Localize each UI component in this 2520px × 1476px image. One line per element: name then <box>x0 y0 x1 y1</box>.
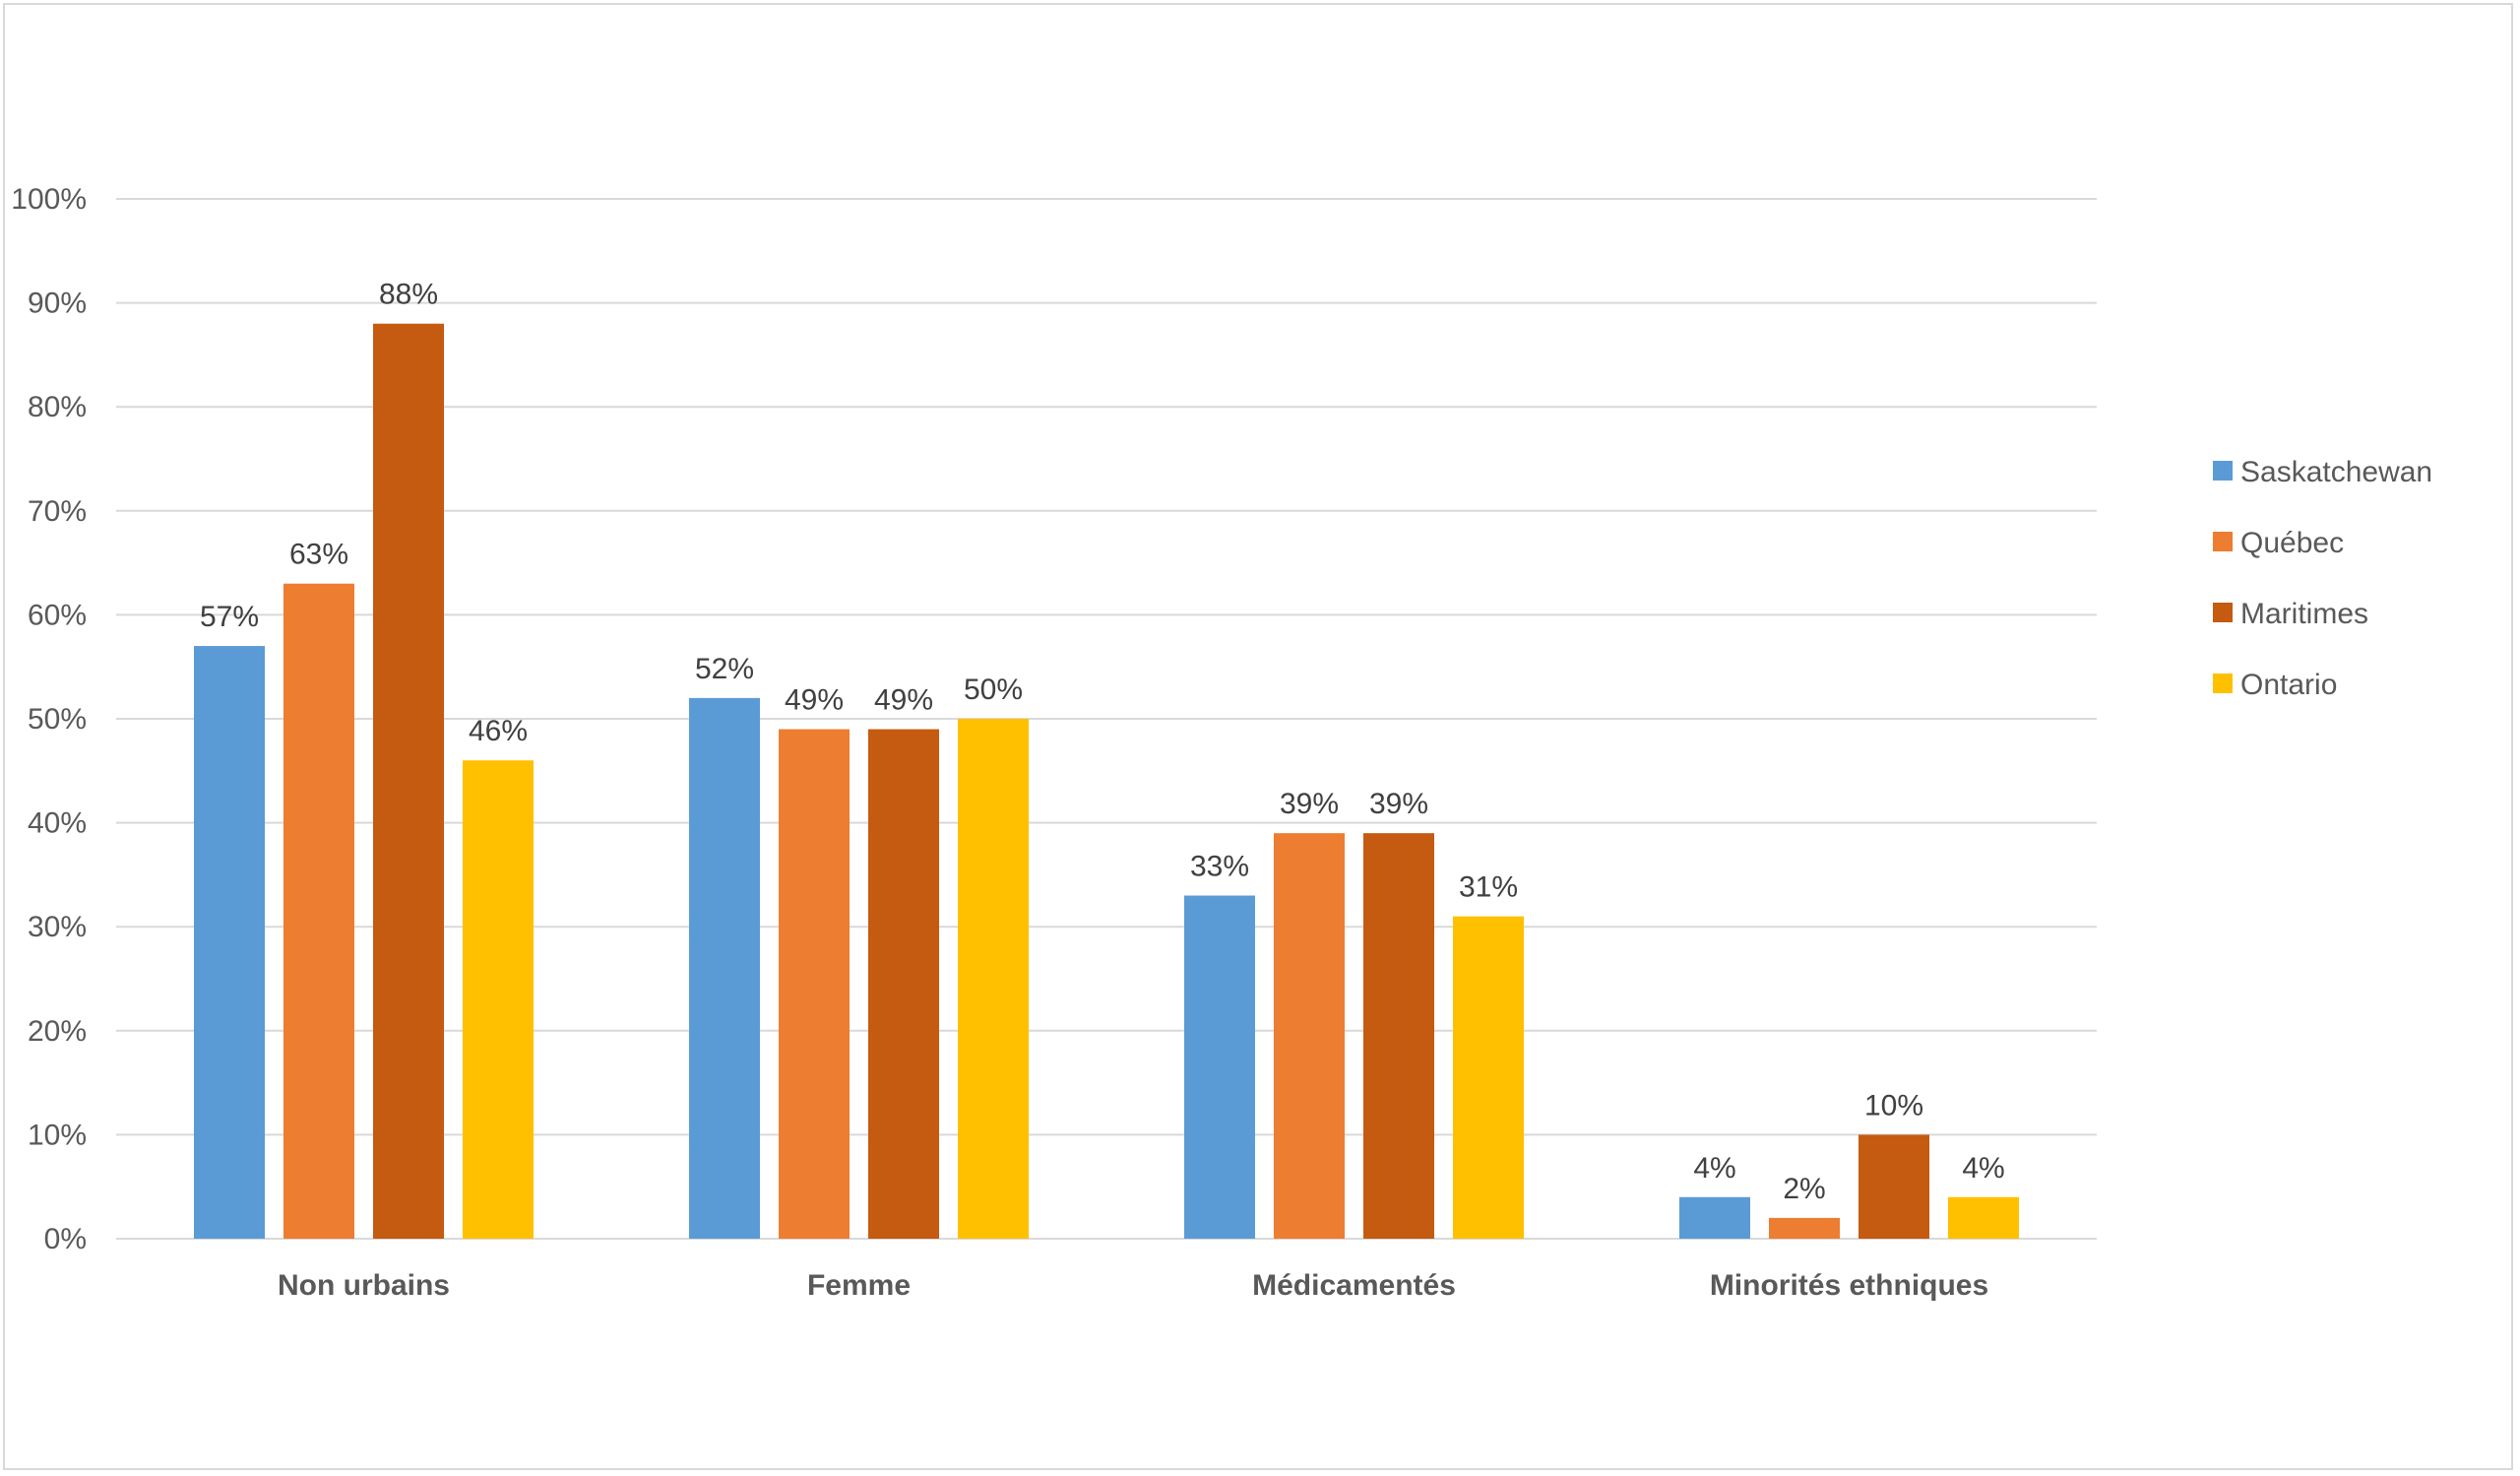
bar-maritimes-3 <box>1858 1134 1929 1239</box>
legend-swatch <box>2213 603 2233 622</box>
data-label: 49% <box>785 684 844 717</box>
data-label: 33% <box>1190 851 1249 883</box>
bar-maritimes-0 <box>373 323 444 1240</box>
data-label: 31% <box>1459 871 1518 904</box>
bar-ontario-1 <box>958 719 1029 1239</box>
y-tick-label: 20% <box>28 1015 87 1048</box>
data-label: 10% <box>1864 1089 1923 1122</box>
legend-swatch <box>2213 532 2233 551</box>
data-label: 4% <box>1962 1152 2004 1185</box>
bar-maritimes-2 <box>1363 833 1434 1239</box>
bar-qu-bec-1 <box>779 729 850 1239</box>
bar-qu-bec-3 <box>1769 1217 1840 1239</box>
y-tick-label: 50% <box>28 703 87 736</box>
legend-item: Québec <box>2213 527 2344 559</box>
y-tick-label: 70% <box>28 495 87 528</box>
bar-qu-bec-0 <box>284 583 354 1239</box>
y-tick-label: 90% <box>28 288 87 320</box>
data-label: 50% <box>964 674 1023 706</box>
bar-ontario-3 <box>1948 1196 2019 1239</box>
bar-maritimes-1 <box>868 729 939 1239</box>
y-tick-label: 80% <box>28 391 87 423</box>
y-tick-label: 40% <box>28 807 87 840</box>
bar-ontario-0 <box>463 760 534 1239</box>
data-label: 39% <box>1369 788 1428 820</box>
legend-swatch <box>2213 674 2233 693</box>
y-tick-label: 100% <box>11 183 87 216</box>
bar-qu-bec-2 <box>1274 833 1345 1239</box>
y-tick-label: 0% <box>44 1223 87 1255</box>
data-label: 88% <box>379 279 438 311</box>
data-label: 39% <box>1280 788 1339 820</box>
category-label: Non urbains <box>278 1269 450 1302</box>
data-label: 63% <box>289 539 348 571</box>
bar-saskatchewan-0 <box>194 646 265 1239</box>
data-label: 4% <box>1693 1152 1735 1185</box>
legend-item: Saskatchewan <box>2213 456 2432 488</box>
bars <box>194 323 2019 1240</box>
category-label: Minorités ethniques <box>1710 1269 1988 1302</box>
legend-label: Ontario <box>2240 669 2337 701</box>
data-labels: 57% 63% 88% 46% 52% 49% 49% 50% 33% 39% 39% 31% 4% 2%… <box>200 279 2005 1205</box>
y-tick-label: 10% <box>28 1119 87 1151</box>
bar-saskatchewan-3 <box>1679 1196 1750 1239</box>
x-axis-categories: Non urbains Femme Médicamentés Minorités et… <box>278 1269 1988 1302</box>
category-label: Médicamentés <box>1252 1269 1456 1302</box>
y-axis-ticks: 0% 10% 20% 30% 40% 50% 60% 70% 80% 90% 100% <box>11 183 87 1255</box>
legend-label: Maritimes <box>2240 598 2368 630</box>
gridlines <box>116 198 2097 1240</box>
y-tick-label: 60% <box>28 599 87 631</box>
data-label: 49% <box>874 684 933 717</box>
legend-label: Saskatchewan <box>2240 456 2432 488</box>
bar-ontario-2 <box>1453 916 1524 1239</box>
legend: Saskatchewan Québec Maritimes Ontario <box>2213 456 2432 701</box>
y-tick-label: 30% <box>28 911 87 943</box>
data-label: 2% <box>1783 1173 1825 1205</box>
legend-label: Québec <box>2240 527 2344 559</box>
data-label: 52% <box>695 653 754 685</box>
bar-saskatchewan-1 <box>689 697 760 1239</box>
category-label: Femme <box>807 1269 911 1302</box>
bar-saskatchewan-2 <box>1184 895 1255 1239</box>
legend-item: Maritimes <box>2213 598 2368 630</box>
legend-swatch <box>2213 461 2233 481</box>
data-label: 57% <box>200 601 259 633</box>
legend-item: Ontario <box>2213 669 2337 701</box>
data-label: 46% <box>469 715 528 747</box>
